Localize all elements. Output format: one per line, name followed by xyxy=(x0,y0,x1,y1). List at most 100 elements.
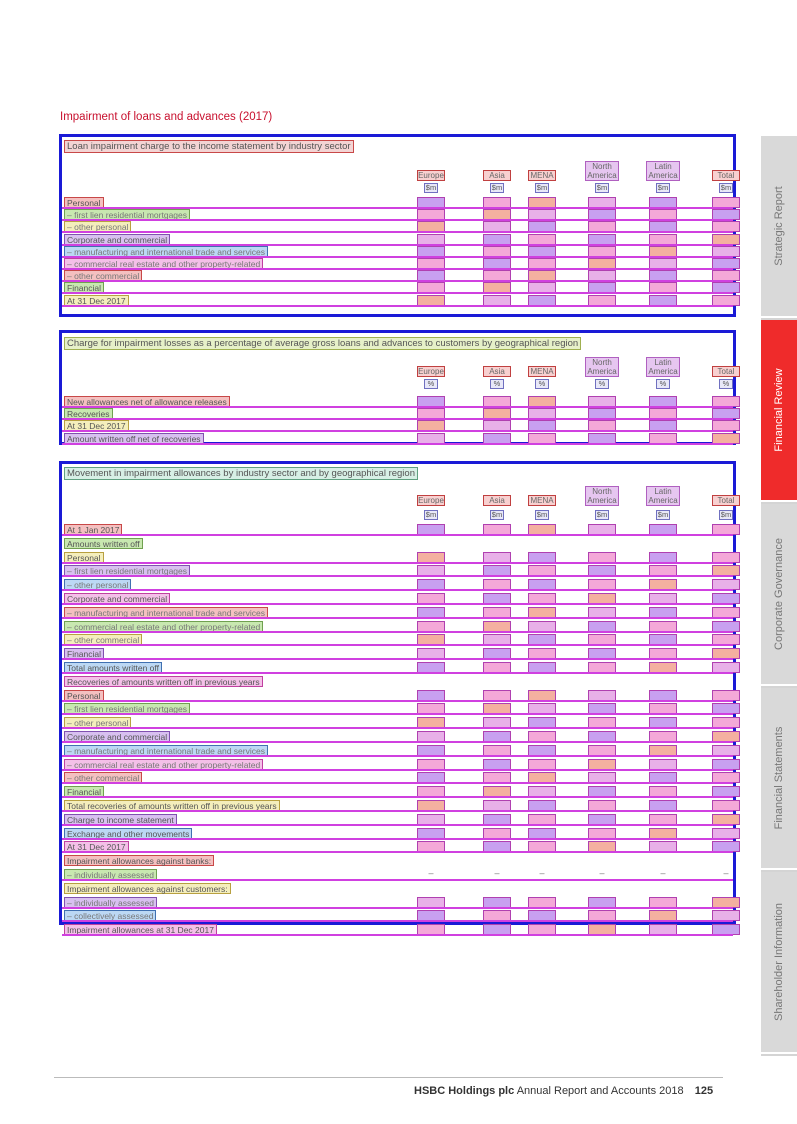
table-row: Total amounts written off xyxy=(62,662,740,674)
table-row: Impairment allowances at 31 Dec 2017 xyxy=(62,924,740,937)
column-header: Europe xyxy=(417,366,445,377)
table-row: – first lien residential mortgages xyxy=(62,565,740,578)
sidebar-tab[interactable]: Corporate Governance xyxy=(761,504,797,686)
table-row: – individually assessed – – – – – – xyxy=(62,869,733,881)
table-row: Personal xyxy=(62,197,740,209)
section-label: Recoveries of amounts written off in pre… xyxy=(64,675,263,687)
column-header-line1: Latin xyxy=(654,487,672,496)
table-row: – commercial real estate and other prope… xyxy=(62,258,740,270)
row-rule xyxy=(62,906,733,909)
table-row: Corporate and commercial xyxy=(62,233,740,246)
row-rule xyxy=(62,616,733,619)
row-rule xyxy=(62,699,733,702)
table-row: Recoveries of amounts written off in pre… xyxy=(62,675,733,688)
table-row: – other personal xyxy=(62,221,740,234)
unit-label: $m xyxy=(535,183,549,193)
unit-label: % xyxy=(535,379,549,389)
table-row: – other personal xyxy=(62,717,740,730)
unit-label: % xyxy=(595,379,609,389)
table-cell: – xyxy=(494,869,500,878)
column-header: Asia xyxy=(483,170,511,181)
unit-label: $m xyxy=(595,183,609,193)
table-title: Loan impairment charge to the income sta… xyxy=(64,140,354,153)
loan-impairment-table: Loan impairment charge to the income sta… xyxy=(59,134,740,317)
row-rule xyxy=(62,796,733,799)
table-row: – commercial real estate and other prope… xyxy=(62,758,740,771)
row-rule xyxy=(62,575,733,578)
row-rule xyxy=(62,727,733,730)
row-rule xyxy=(62,644,733,647)
row-rule xyxy=(62,219,733,222)
sidebar-tab-label: Corporate Governance xyxy=(773,538,785,650)
column-header: Total xyxy=(712,170,740,181)
column-header-line2: America xyxy=(587,496,617,505)
row-rule xyxy=(62,280,733,283)
sidebar-tab[interactable]: Financial Review xyxy=(761,320,797,502)
table-row: Corporate and commercial xyxy=(62,731,740,743)
table-row: Corporate and commercial xyxy=(62,593,740,605)
section-label: Impairment allowances against banks: xyxy=(64,855,215,867)
table-row: Impairment allowances against customers: xyxy=(62,882,733,895)
footer-doc: Annual Report and Accounts 2018 xyxy=(516,1085,684,1097)
unit-label: $m xyxy=(719,183,733,193)
row-rule xyxy=(62,268,733,270)
sidebar-tab-label: Shareholder Information xyxy=(773,902,785,1022)
row-rule xyxy=(62,823,733,826)
row-rule xyxy=(62,934,733,937)
column-header: MENA xyxy=(528,495,556,506)
row-rule xyxy=(62,442,733,445)
table-row: – first lien residential mortgages xyxy=(62,703,740,716)
unit-label: $m xyxy=(424,510,438,520)
sidebar-tab-label: Financial Statements xyxy=(773,726,785,830)
row-rule xyxy=(62,534,733,536)
footer-divider xyxy=(54,1077,723,1078)
row-rule xyxy=(62,754,733,757)
row-rule xyxy=(62,658,733,661)
unit-label: $m xyxy=(656,183,670,193)
table-row: – commercial real estate and other prope… xyxy=(62,620,740,633)
table-row: Charge to income statement xyxy=(62,813,740,826)
table-cell: – xyxy=(428,869,434,878)
table-row: At 31 Dec 2017 xyxy=(62,420,740,433)
table-row: – manufacturing and international trade … xyxy=(62,744,740,757)
row-rule xyxy=(62,304,733,307)
column-header: MENA xyxy=(528,366,556,377)
charge-percentage-table: Charge for impairment losses as a percen… xyxy=(59,330,740,445)
column-header-line2: America xyxy=(648,367,678,376)
column-header-line1: Latin xyxy=(654,162,672,171)
table-row: – other commercial xyxy=(62,634,740,647)
table-cell: – xyxy=(539,869,545,878)
row-rule xyxy=(62,589,733,592)
table-row: – other commercial xyxy=(62,270,740,283)
row-rule xyxy=(62,603,733,605)
unit-label: $m xyxy=(656,510,670,520)
table-row: Exchange and other movements xyxy=(62,827,740,840)
row-rule xyxy=(62,243,733,246)
table-row: – other personal xyxy=(62,579,740,592)
column-header: Europe xyxy=(417,170,445,181)
column-header: North America xyxy=(585,357,619,377)
row-rule xyxy=(62,768,733,771)
table-row: Personal xyxy=(62,551,740,564)
column-header-line1: North xyxy=(592,162,612,171)
page-number: 125 xyxy=(694,1085,714,1097)
table-row: Financial xyxy=(62,282,740,295)
row-rule xyxy=(62,837,733,840)
table-row: – other commercial xyxy=(62,772,740,785)
table-row: Personal xyxy=(62,689,740,702)
sidebar-tab-label: Strategic Report xyxy=(773,186,785,266)
column-header-line2: America xyxy=(648,171,678,180)
page-title: Impairment of loans and advances (2017) xyxy=(60,111,273,123)
table-row: At 31 Dec 2017 xyxy=(62,294,740,307)
sidebar-tab[interactable]: Financial Statements xyxy=(761,688,797,870)
row-rule xyxy=(62,561,733,564)
unit-label: $m xyxy=(595,510,609,520)
column-header: North America xyxy=(585,486,619,506)
sidebar-tab[interactable]: Strategic Report xyxy=(761,136,797,318)
table-cell: – xyxy=(599,869,605,878)
table-row: Financial xyxy=(62,648,740,661)
sidebar-tab[interactable]: Shareholder Information xyxy=(761,872,797,1054)
section-sidebar: Strategic Report Financial Review Corporat… xyxy=(761,136,797,1056)
table-cell: – xyxy=(723,869,729,878)
unit-label: $m xyxy=(535,510,549,520)
